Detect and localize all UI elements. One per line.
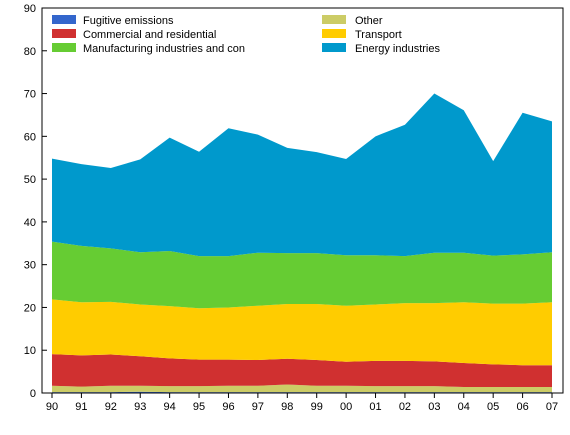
legend-label-manufacturing-industries: Manufacturing industries and con: [83, 43, 245, 55]
y-tick-label: 80: [24, 46, 36, 58]
x-tick-label: 91: [75, 401, 87, 413]
x-tick-label: 04: [458, 401, 470, 413]
x-tick-label: 95: [193, 401, 205, 413]
legend-swatch-manufacturing-industries: [52, 43, 76, 52]
legend-item-fugitive-emissions: Fugitive emissions: [52, 15, 174, 27]
x-tick-label: 01: [369, 401, 381, 413]
legend-label-transport: Transport: [355, 29, 402, 41]
y-tick-label: 90: [24, 3, 36, 15]
area-energy-industries: [52, 93, 552, 257]
area-other: [52, 384, 552, 393]
legend-item-transport: Transport: [322, 29, 402, 41]
x-tick-label: 07: [546, 401, 558, 413]
x-tick-label: 90: [46, 401, 58, 413]
x-tick-label: 92: [105, 401, 117, 413]
y-tick-label: 20: [24, 302, 36, 314]
x-tick-label: 99: [311, 401, 323, 413]
y-tick-label: 60: [24, 131, 36, 143]
y-tick-label: 0: [30, 388, 36, 400]
x-tick-label: 03: [428, 401, 440, 413]
legend-swatch-fugitive-emissions: [52, 15, 76, 24]
plot-frame: [41, 7, 564, 394]
x-tick-label: 93: [134, 401, 146, 413]
y-tick-label: 50: [24, 174, 36, 186]
x-tick-label: 06: [516, 401, 528, 413]
legend-item-manufacturing-industries: Manufacturing industries and con: [52, 43, 245, 55]
area-transport: [52, 299, 552, 366]
legend-swatch-commercial-and-residential: [52, 29, 76, 38]
legend-label-energy-industries: Energy industries: [355, 43, 440, 55]
series-areas: [52, 93, 552, 393]
legend-item-commercial-and-residential: Commercial and residential: [52, 29, 216, 41]
legend-label-commercial-and-residential: Commercial and residential: [83, 29, 216, 41]
legend-label-other: Other: [355, 15, 383, 27]
legend: Fugitive emissions Commercial and reside…: [52, 15, 440, 55]
area-commercial-and-residential: [52, 354, 552, 388]
x-tick-label: 02: [399, 401, 411, 413]
area-manufacturing-industries-and-con: [52, 241, 552, 309]
x-tick-label: 96: [222, 401, 234, 413]
legend-swatch-other: [322, 15, 346, 24]
legend-swatch-energy-industries: [322, 43, 346, 52]
legend-item-energy-industries: Energy industries: [322, 43, 440, 55]
y-tick-label: 40: [24, 217, 36, 229]
x-tick-label: 94: [164, 401, 176, 413]
y-tick-label: 70: [24, 89, 36, 101]
legend-swatch-transport: [322, 29, 346, 38]
x-tick-label: 00: [340, 401, 352, 413]
x-tick-label: 05: [487, 401, 499, 413]
legend-item-other: Other: [322, 15, 383, 27]
legend-label-fugitive-emissions: Fugitive emissions: [83, 15, 174, 27]
x-tick-label: 98: [281, 401, 293, 413]
x-tick-label: 97: [252, 401, 264, 413]
y-tick-label: 10: [24, 345, 36, 357]
y-tick-label: 30: [24, 260, 36, 272]
